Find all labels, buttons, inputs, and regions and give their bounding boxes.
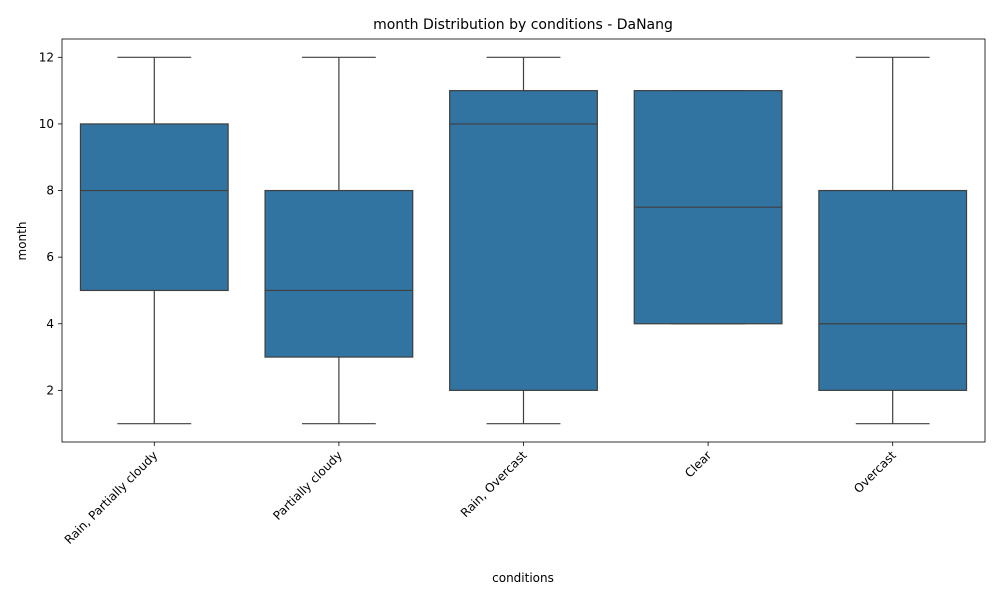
y-tick-label: 12 — [39, 50, 54, 64]
box-iqr — [449, 90, 598, 391]
y-tick-label: 8 — [46, 184, 54, 198]
x-tick-label: Rain, Partially cloudy — [62, 448, 161, 547]
y-axis-label: month — [15, 222, 29, 261]
box-group — [633, 90, 783, 325]
x-tick-label: Partially cloudy — [270, 448, 345, 523]
x-tick-label: Overcast — [851, 448, 899, 496]
box-group — [449, 56, 598, 425]
box-group — [79, 56, 229, 425]
plot-area — [79, 56, 968, 425]
x-tick-label: Clear — [682, 448, 714, 480]
y-tick-label: 4 — [46, 317, 54, 331]
y-tick-label: 10 — [39, 117, 54, 131]
box-iqr — [264, 189, 414, 358]
y-axis: 2 4 6 8 10 12 — [39, 50, 62, 397]
x-axis: Rain, Partially cloudy Partially cloudy Ra… — [62, 442, 899, 547]
y-tick-label: 6 — [46, 250, 54, 264]
chart-title: month Distribution by conditions - DaNan… — [373, 17, 673, 33]
x-tick-label: Rain, Overcast — [458, 448, 530, 520]
x-axis-label: conditions — [492, 571, 554, 585]
box-iqr — [79, 123, 229, 292]
box-group — [818, 56, 968, 425]
box-group — [264, 56, 414, 425]
y-tick-label: 2 — [46, 383, 54, 397]
box-iqr — [818, 189, 968, 391]
